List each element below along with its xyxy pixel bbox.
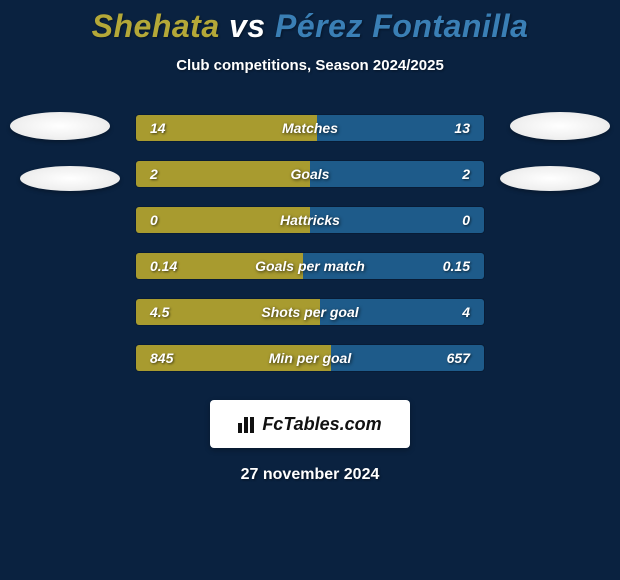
stat-overlay: 4.5 Shots per goal 4 [136, 299, 484, 325]
stat-label: Shots per goal [261, 304, 358, 320]
stat-row: 845 Min per goal 657 [135, 344, 485, 372]
stat-value-left: 0.14 [150, 258, 190, 274]
stat-overlay: 0.14 Goals per match 0.15 [136, 253, 484, 279]
stat-row: 0 Hattricks 0 [135, 206, 485, 234]
stat-value-right: 2 [430, 166, 470, 182]
stat-overlay: 845 Min per goal 657 [136, 345, 484, 371]
stat-value-left: 0 [150, 212, 190, 228]
page-title: Shehata vs Pérez Fontanilla [92, 8, 529, 45]
player1-photo-placeholder-2 [20, 166, 120, 191]
stat-overlay: 2 Goals 2 [136, 161, 484, 187]
stat-label: Min per goal [269, 350, 351, 366]
stat-label: Hattricks [280, 212, 340, 228]
stat-value-left: 14 [150, 120, 190, 136]
stat-row: 4.5 Shots per goal 4 [135, 298, 485, 326]
stat-value-right: 0.15 [430, 258, 470, 274]
player1-photo-placeholder-1 [10, 112, 110, 140]
stat-label: Matches [282, 120, 338, 136]
subtitle: Club competitions, Season 2024/2025 [176, 57, 444, 74]
logo-text: FcTables.com [238, 414, 381, 435]
stats-area: 14 Matches 13 2 Goals 2 0 Hattricks 0 0.14 Goals p… [0, 114, 620, 390]
player2-photo-placeholder-2 [500, 166, 600, 191]
date-text: 27 november 2024 [241, 466, 380, 484]
comparison-container: Shehata vs Pérez Fontanilla Club competi… [0, 0, 620, 580]
stat-value-left: 845 [150, 350, 190, 366]
stat-row: 2 Goals 2 [135, 160, 485, 188]
stat-value-right: 0 [430, 212, 470, 228]
stat-label: Goals [291, 166, 330, 182]
vs-text: vs [229, 8, 266, 44]
player2-photo-placeholder-1 [510, 112, 610, 140]
stat-value-right: 13 [430, 120, 470, 136]
stat-overlay: 14 Matches 13 [136, 115, 484, 141]
stat-value-left: 2 [150, 166, 190, 182]
stat-overlay: 0 Hattricks 0 [136, 207, 484, 233]
stat-row: 14 Matches 13 [135, 114, 485, 142]
stat-value-left: 4.5 [150, 304, 190, 320]
stat-value-right: 4 [430, 304, 470, 320]
player1-name: Shehata [92, 8, 220, 44]
logo-label: FcTables.com [262, 414, 381, 435]
stat-value-right: 657 [430, 350, 470, 366]
bar-chart-icon [238, 415, 258, 433]
logo-box[interactable]: FcTables.com [210, 400, 410, 448]
player2-name: Pérez Fontanilla [275, 8, 528, 44]
stat-row: 0.14 Goals per match 0.15 [135, 252, 485, 280]
stats-rows: 14 Matches 13 2 Goals 2 0 Hattricks 0 0.14 Goals p… [135, 114, 485, 390]
stat-label: Goals per match [255, 258, 365, 274]
